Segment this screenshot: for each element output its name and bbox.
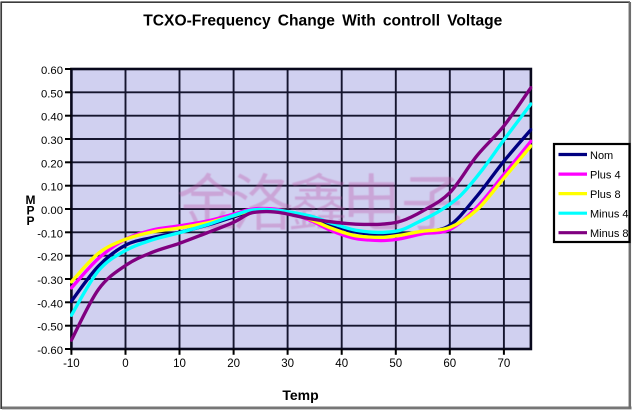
svg-text:0.10: 0.10 [41, 182, 63, 194]
svg-text:60: 60 [443, 358, 456, 370]
svg-text:Nom: Nom [590, 150, 613, 162]
svg-text:0.40: 0.40 [41, 112, 63, 124]
svg-text:30: 30 [281, 358, 294, 370]
svg-text:-0.10: -0.10 [37, 228, 63, 240]
svg-text:Plus 4: Plus 4 [590, 169, 621, 181]
svg-text:-0.40: -0.40 [37, 298, 63, 310]
svg-text:0.50: 0.50 [41, 88, 63, 100]
svg-text:-0.20: -0.20 [37, 252, 63, 264]
svg-text:0.20: 0.20 [41, 158, 63, 170]
svg-text:20: 20 [227, 358, 240, 370]
svg-text:40: 40 [335, 358, 348, 370]
svg-text:Minus 4: Minus 4 [590, 209, 629, 221]
svg-text:0.60: 0.60 [41, 65, 63, 77]
svg-text:P: P [26, 204, 34, 218]
svg-text:-10: -10 [63, 358, 80, 370]
svg-text:50: 50 [389, 358, 402, 370]
svg-text:P: P [26, 214, 34, 228]
svg-text:70: 70 [498, 358, 511, 370]
svg-text:10: 10 [173, 358, 186, 370]
svg-text:-0.30: -0.30 [37, 275, 63, 287]
svg-text:-0.50: -0.50 [37, 322, 63, 334]
svg-text:-0.60: -0.60 [37, 345, 63, 357]
svg-text:0.30: 0.30 [41, 135, 63, 147]
svg-text:TCXO-Frequency Change With con: TCXO-Frequency Change With controll Volt… [143, 13, 502, 30]
svg-text:0: 0 [122, 358, 128, 370]
svg-text:Temp: Temp [282, 387, 318, 403]
svg-text:M: M [26, 193, 36, 207]
svg-text:Plus 8: Plus 8 [590, 189, 621, 201]
svg-text:0.00: 0.00 [41, 205, 63, 217]
svg-text:Minus 8: Minus 8 [590, 228, 629, 240]
